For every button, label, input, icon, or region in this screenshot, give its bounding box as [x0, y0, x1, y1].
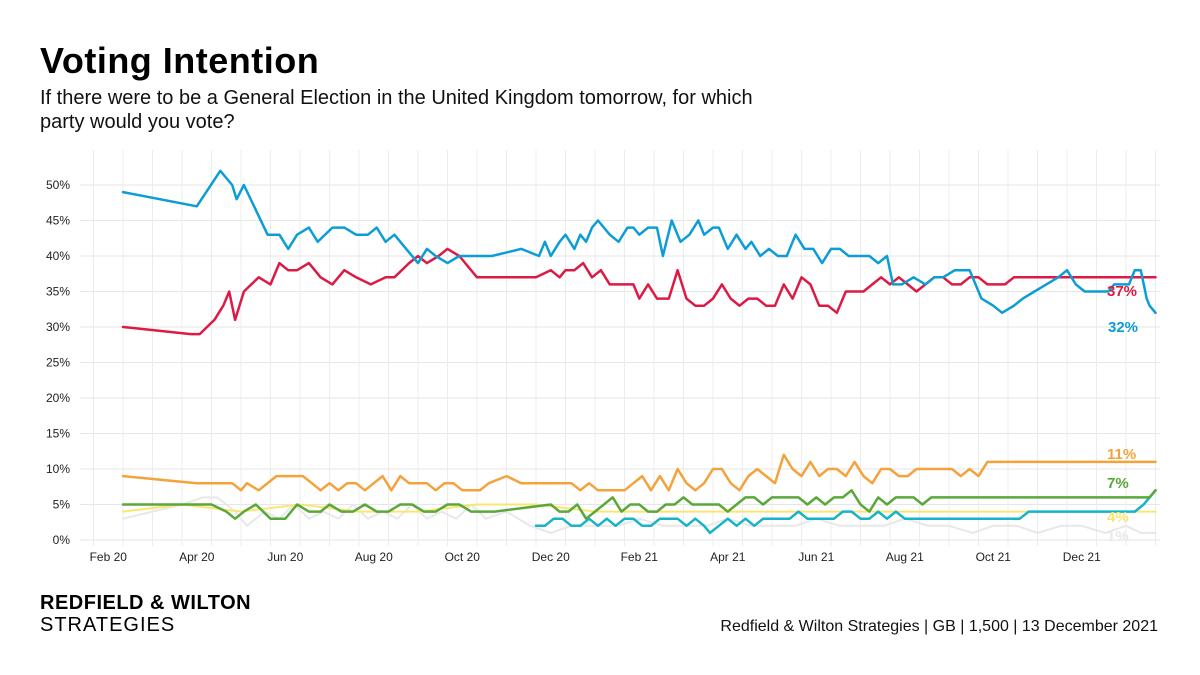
series-line-green: [121, 489, 1157, 520]
y-tick-label: 20%: [46, 391, 70, 405]
x-tick-label: Feb 21: [621, 550, 659, 564]
x-tick-label: Feb 20: [90, 550, 128, 564]
series-line-conservative: [121, 169, 1157, 315]
end-label-green: 7%: [1107, 475, 1129, 492]
y-axis-ticks: 0% 5% 10% 15% 20% 25% 30% 35% 40% 45% 50%: [46, 178, 70, 547]
y-tick-label: 35%: [46, 285, 70, 299]
y-tick-label: 50%: [46, 178, 70, 192]
end-labels: 1% 4% 7% 11% 37% 32%: [1107, 283, 1138, 545]
brand-name: REDFIELD & WILTON: [40, 592, 252, 614]
y-tick-label: 30%: [46, 320, 70, 334]
series-line-other: [122, 496, 1157, 534]
y-tick-label: 40%: [46, 249, 70, 263]
y-tick-label: 5%: [53, 498, 71, 512]
y-tick-label: 15%: [46, 427, 70, 441]
series-line-reform-uk: [534, 489, 1157, 535]
x-tick-label: Apr 21: [710, 550, 746, 564]
chart-subtitle: If there were to be a General Election i…: [40, 87, 753, 133]
end-label-other: 1%: [1107, 528, 1129, 545]
end-label-snp: 4%: [1107, 509, 1129, 526]
y-tick-label: 25%: [46, 356, 70, 370]
x-tick-label: Dec 21: [1063, 550, 1101, 564]
series-lines: [121, 169, 1157, 535]
x-tick-label: Aug 21: [886, 550, 924, 564]
end-label-conservative: 32%: [1108, 319, 1138, 336]
gridlines: [80, 150, 1160, 546]
source-note: Redfield & Wilton Strategies | GB | 1,50…: [720, 618, 1158, 635]
y-tick-label: 45%: [46, 214, 70, 228]
brand-subname: STRATEGIES: [40, 614, 176, 636]
x-tick-label: Apr 20: [179, 550, 215, 564]
series-line-liberal-democrat: [121, 453, 1157, 492]
series-line-labour: [121, 247, 1157, 336]
y-tick-label: 0%: [53, 533, 71, 547]
end-label-labour: 37%: [1107, 283, 1137, 300]
x-tick-label: Oct 21: [976, 550, 1012, 564]
y-tick-label: 10%: [46, 462, 70, 476]
chart-title: Voting Intention: [40, 40, 320, 81]
end-label-liberal-democrat: 11%: [1107, 446, 1136, 463]
x-tick-label: Jun 21: [798, 550, 834, 564]
x-tick-label: Jun 20: [267, 550, 303, 564]
x-tick-label: Aug 20: [355, 550, 393, 564]
x-axis-ticks: Feb 20 Apr 20 Jun 20 Aug 20 Oct 20 Dec 20 Feb …: [90, 550, 1102, 564]
x-tick-label: Dec 20: [532, 550, 570, 564]
x-tick-label: Oct 20: [445, 550, 481, 564]
